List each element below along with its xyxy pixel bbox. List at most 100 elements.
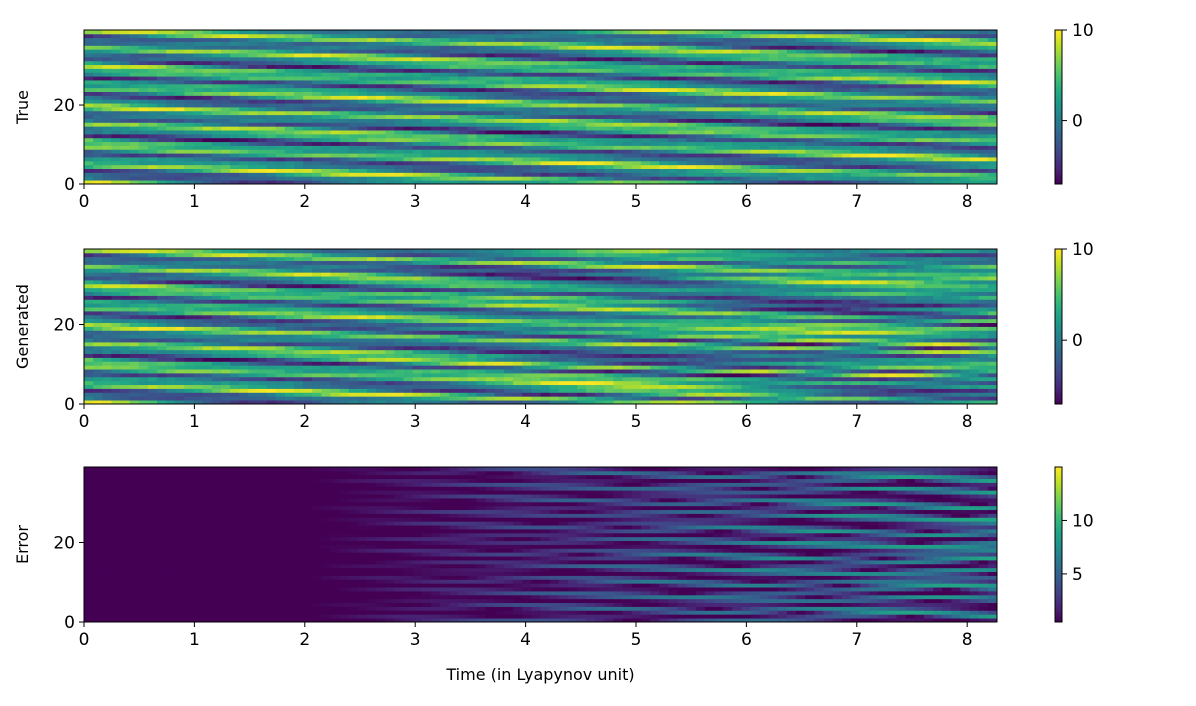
heatmap-cell xyxy=(787,168,797,173)
heatmap-cell xyxy=(558,99,569,104)
heatmap-cell xyxy=(704,64,715,69)
heatmap-cell xyxy=(102,107,112,112)
heatmap-cell xyxy=(814,396,824,401)
heatmap-cell xyxy=(604,56,614,62)
heatmap-cell xyxy=(933,72,943,77)
heatmap-cell xyxy=(567,176,578,181)
heatmap-cell xyxy=(914,122,925,127)
heatmap-cell xyxy=(878,396,888,401)
heatmap-cell xyxy=(275,126,286,131)
heatmap-cell xyxy=(631,53,642,58)
heatmap-cell xyxy=(531,149,541,154)
heatmap-cell xyxy=(942,110,952,116)
heatmap-cell xyxy=(732,376,742,382)
heatmap-cell xyxy=(896,76,907,81)
heatmap-cell xyxy=(220,95,231,100)
heatmap-cell xyxy=(923,172,934,177)
heatmap-cell xyxy=(823,168,834,173)
heatmap-cell xyxy=(787,400,797,405)
heatmap-cell xyxy=(275,400,286,405)
heatmap-cell xyxy=(732,64,742,69)
heatmap-cell xyxy=(604,41,614,46)
heatmap-cell xyxy=(686,160,697,166)
heatmap-cell xyxy=(832,103,843,108)
heatmap-cell xyxy=(914,72,925,77)
heatmap-cell xyxy=(467,110,477,116)
heatmap-cell xyxy=(595,133,605,139)
heatmap-cell xyxy=(357,37,368,42)
heatmap-cell xyxy=(503,76,514,81)
heatmap-cell xyxy=(312,53,322,58)
heatmap-cell xyxy=(540,114,551,119)
heatmap-cell xyxy=(787,149,797,154)
heatmap-cell xyxy=(540,130,551,135)
heatmap-cell xyxy=(586,83,596,89)
heatmap-cell xyxy=(549,33,560,39)
heatmap-cell xyxy=(586,145,596,150)
heatmap-cell xyxy=(841,396,852,401)
heatmap-cell xyxy=(540,64,551,69)
heatmap-cell xyxy=(759,118,770,123)
heatmap-cell xyxy=(494,126,505,131)
heatmap-cell xyxy=(896,168,907,173)
heatmap-cell xyxy=(622,392,633,397)
heatmap-cell xyxy=(905,91,916,96)
heatmap-cell xyxy=(704,41,715,46)
heatmap-cell xyxy=(613,56,624,62)
heatmap-cell xyxy=(175,376,185,382)
heatmap-cell xyxy=(184,168,194,173)
heatmap-cell xyxy=(905,180,916,185)
heatmap-cell xyxy=(394,118,404,123)
heatmap-cell xyxy=(960,83,971,89)
heatmap-cell xyxy=(412,91,423,96)
heatmap-cell xyxy=(166,95,176,100)
heatmap-cell xyxy=(84,396,94,401)
heatmap-cell xyxy=(704,60,715,66)
heatmap-cell xyxy=(741,396,751,401)
heatmap-cell xyxy=(631,133,642,139)
heatmap-cell xyxy=(896,60,907,66)
heatmap-cell xyxy=(293,91,304,96)
heatmap-cell xyxy=(768,49,779,54)
heatmap-cell xyxy=(239,37,249,42)
heatmap-cell xyxy=(284,376,295,382)
heatmap-cell xyxy=(933,110,943,116)
heatmap-cell xyxy=(741,122,751,127)
heatmap-cell xyxy=(430,33,441,39)
heatmap-cell xyxy=(211,56,222,62)
heatmap-cell xyxy=(175,122,185,127)
heatmap-cell xyxy=(184,145,194,150)
heatmap-cell xyxy=(357,141,368,146)
heatmap-cell xyxy=(650,137,660,143)
heatmap-cell xyxy=(84,180,94,185)
heatmap-cell xyxy=(750,110,761,116)
heatmap-cell xyxy=(622,369,633,374)
heatmap-cell xyxy=(905,114,916,119)
heatmap-cell xyxy=(978,160,989,166)
heatmap-cell xyxy=(84,149,94,154)
heatmap-cell xyxy=(951,45,961,50)
heatmap-cell xyxy=(586,114,596,119)
heatmap-cell xyxy=(704,49,715,54)
heatmap-cell xyxy=(860,376,870,382)
heatmap-cell xyxy=(421,137,432,143)
heatmap-cell xyxy=(147,133,158,139)
heatmap-cell xyxy=(750,149,761,154)
heatmap-cell xyxy=(266,68,277,73)
heatmap-cell xyxy=(613,103,624,108)
heatmap-cell xyxy=(695,392,706,397)
heatmap-cell xyxy=(869,99,879,104)
heatmap-cell xyxy=(942,30,952,35)
heatmap-cell xyxy=(503,126,514,131)
heatmap-cell xyxy=(814,180,824,185)
heatmap-cell xyxy=(467,60,477,66)
heatmap-cell xyxy=(440,72,450,77)
heatmap-cell xyxy=(147,37,158,42)
heatmap-cell xyxy=(467,72,477,77)
heatmap-cell xyxy=(887,91,897,96)
heatmap-cell xyxy=(695,60,706,66)
heatmap-cell xyxy=(458,153,468,158)
heatmap-cell xyxy=(476,107,487,112)
heatmap-cell xyxy=(704,141,715,146)
heatmap-cell xyxy=(677,176,687,181)
